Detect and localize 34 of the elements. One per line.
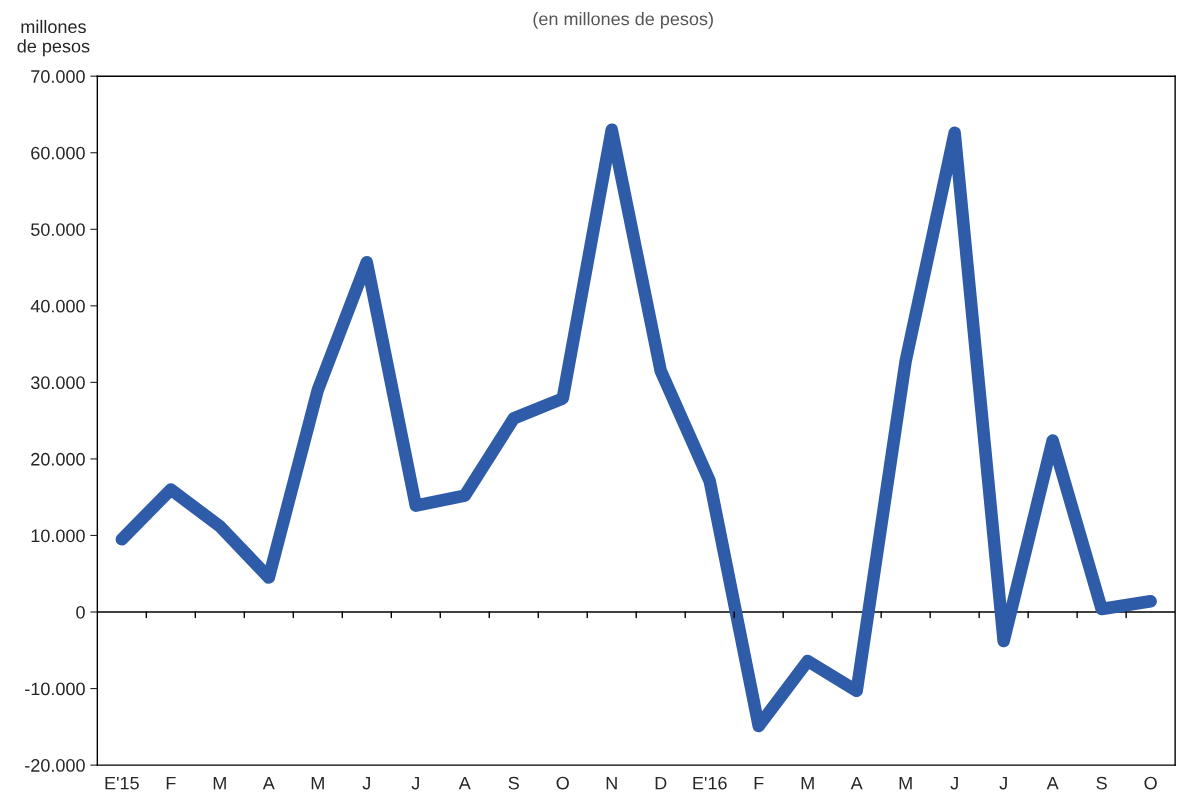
x-tick-label: M [213, 776, 226, 790]
x-tick-label: J [362, 776, 370, 790]
x-tick-label: J [999, 776, 1007, 790]
y-tick-label: 0 [76, 605, 85, 619]
y-tick-label: 30.000 [31, 376, 85, 390]
y-tick-label: 70.000 [31, 70, 85, 83]
x-tick-label: S [508, 776, 519, 790]
x-tick-label: N [606, 776, 617, 790]
y-tick-label: -20.000 [25, 759, 85, 772]
y-tick-label: -10.000 [25, 682, 85, 696]
x-tick-label: O [1144, 776, 1157, 790]
x-tick-label: F [754, 776, 764, 790]
x-tick-label: A [262, 776, 275, 790]
x-tick-label: J [411, 776, 419, 790]
y-tick-label: 20.000 [31, 452, 85, 466]
x-tick-label: A [1046, 776, 1059, 790]
x-tick-label: E'16 [693, 776, 727, 790]
x-tick-label: M [801, 776, 814, 790]
x-tick-label: S [1096, 776, 1107, 790]
x-tick-label: M [899, 776, 912, 790]
chart-subtitle: (en millones de pesos) [533, 12, 713, 29]
x-tick-label: A [850, 776, 863, 790]
x-tick-label: F [166, 776, 176, 790]
x-tick-label: O [556, 776, 569, 790]
y-tick-label: 60.000 [31, 146, 85, 160]
x-tick-label: E'15 [105, 776, 139, 790]
x-tick-label: A [458, 776, 471, 790]
y-tick-label: 40.000 [30, 299, 85, 313]
y-tick-label: 50.000 [31, 223, 85, 236]
x-tick-label: J [950, 776, 958, 790]
y-tick-label: 10.000 [31, 529, 85, 543]
y-axis-title: millones de pesos [17, 19, 90, 57]
x-tick-label: D [655, 776, 667, 790]
x-tick-label: M [311, 776, 324, 790]
